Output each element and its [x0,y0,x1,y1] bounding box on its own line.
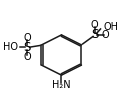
Text: H₂N: H₂N [52,80,71,90]
Text: O: O [91,20,99,30]
Text: OH: OH [103,22,118,32]
Text: S: S [23,41,31,54]
Text: O: O [23,33,31,43]
Text: O: O [23,52,31,62]
Text: S: S [91,28,98,41]
Text: HO: HO [3,42,18,52]
Text: O: O [102,30,110,40]
